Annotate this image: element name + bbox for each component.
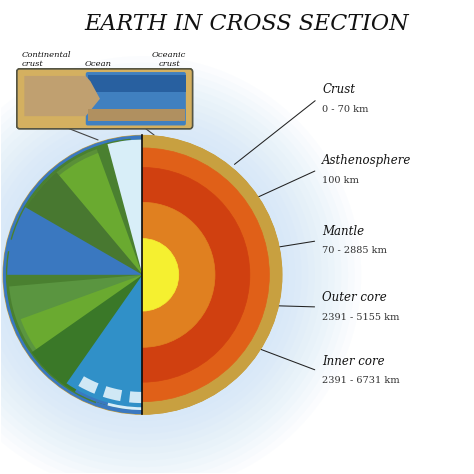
Circle shape: [0, 69, 348, 474]
Wedge shape: [66, 275, 219, 407]
Text: Continental
crust: Continental crust: [22, 51, 72, 68]
Text: Crust: Crust: [322, 83, 355, 96]
Wedge shape: [143, 148, 269, 401]
Wedge shape: [7, 207, 143, 275]
Wedge shape: [103, 386, 122, 401]
Polygon shape: [24, 76, 100, 116]
Text: 2391 - 5155 km: 2391 - 5155 km: [322, 313, 400, 322]
Bar: [88, 109, 185, 120]
Wedge shape: [6, 251, 143, 403]
FancyBboxPatch shape: [17, 69, 192, 129]
Text: Inner core: Inner core: [322, 355, 385, 368]
Wedge shape: [108, 275, 147, 410]
Text: Ocean: Ocean: [84, 60, 111, 68]
Wedge shape: [179, 378, 203, 397]
Wedge shape: [59, 152, 143, 275]
Circle shape: [16, 148, 269, 401]
Circle shape: [0, 89, 328, 461]
Wedge shape: [96, 139, 143, 275]
Circle shape: [0, 116, 302, 434]
Wedge shape: [78, 376, 99, 394]
Circle shape: [106, 238, 179, 311]
Wedge shape: [21, 275, 143, 366]
Wedge shape: [119, 139, 143, 275]
Wedge shape: [75, 275, 143, 410]
Wedge shape: [3, 136, 143, 414]
Wedge shape: [155, 389, 169, 402]
Circle shape: [35, 167, 250, 382]
Circle shape: [0, 109, 309, 441]
Circle shape: [0, 129, 289, 421]
Text: 0 - 70 km: 0 - 70 km: [322, 105, 368, 114]
Circle shape: [0, 122, 295, 428]
Circle shape: [3, 136, 282, 414]
Text: EARTH IN CROSS SECTION: EARTH IN CROSS SECTION: [84, 12, 409, 35]
Wedge shape: [9, 275, 143, 384]
Text: Mantle: Mantle: [322, 225, 364, 238]
Circle shape: [0, 82, 335, 467]
Wedge shape: [11, 172, 143, 275]
Wedge shape: [129, 391, 147, 403]
Wedge shape: [108, 139, 147, 275]
Circle shape: [0, 63, 355, 474]
Wedge shape: [32, 275, 143, 410]
Circle shape: [0, 56, 361, 474]
Text: 2391 - 6731 km: 2391 - 6731 km: [322, 376, 400, 385]
Circle shape: [70, 202, 215, 347]
Text: Outer core: Outer core: [322, 291, 387, 304]
Wedge shape: [143, 167, 250, 382]
Text: 70 - 2885 km: 70 - 2885 km: [322, 246, 387, 255]
Bar: [88, 75, 186, 92]
Wedge shape: [10, 139, 143, 275]
Circle shape: [0, 102, 315, 447]
Circle shape: [0, 76, 341, 474]
Wedge shape: [33, 143, 143, 275]
FancyBboxPatch shape: [86, 72, 186, 126]
Wedge shape: [143, 136, 282, 414]
Wedge shape: [143, 238, 179, 311]
Wedge shape: [143, 202, 215, 347]
Text: 100 km: 100 km: [322, 175, 359, 184]
Text: Asthenosphere: Asthenosphere: [322, 154, 411, 167]
Circle shape: [0, 96, 321, 454]
Text: Oceanic
crust: Oceanic crust: [152, 51, 186, 68]
